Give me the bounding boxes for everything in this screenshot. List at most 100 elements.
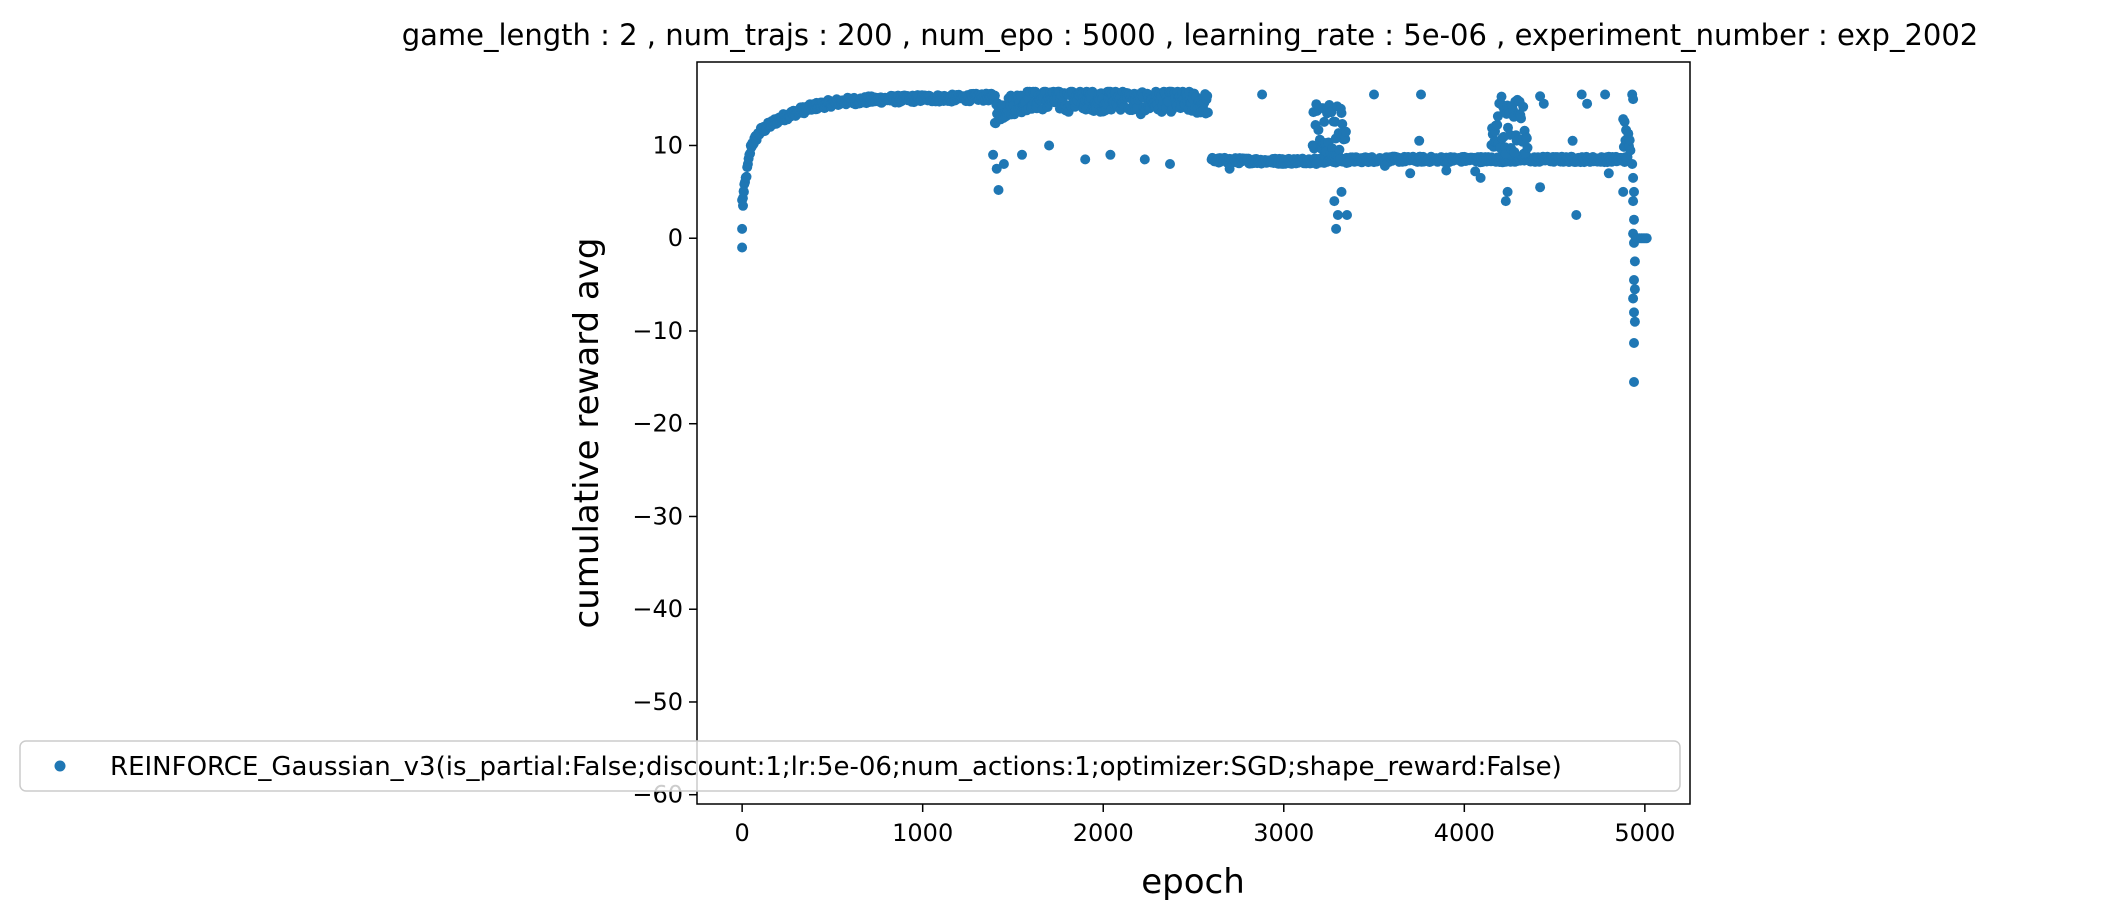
data-point — [1139, 154, 1150, 165]
data-point — [1518, 101, 1529, 112]
data-point — [1628, 94, 1639, 105]
data-point — [1567, 135, 1578, 146]
data-point — [1509, 147, 1520, 158]
data-point — [1441, 165, 1452, 176]
data-point — [1502, 186, 1513, 197]
data-point — [1369, 89, 1379, 100]
legend-label: REINFORCE_Gaussian_v3(is_partial:False;d… — [110, 752, 1562, 782]
data-point — [1618, 186, 1629, 197]
data-point — [1224, 163, 1235, 174]
data-point — [1629, 275, 1639, 285]
legend-box — [19, 740, 1681, 792]
data-point — [991, 163, 1002, 174]
data-point — [1313, 125, 1324, 135]
data-point — [1627, 159, 1638, 169]
data-point — [1625, 145, 1636, 156]
x-tick-label: 2000 — [1073, 819, 1134, 847]
data-point — [1080, 154, 1091, 165]
data-point — [1641, 233, 1652, 244]
x-tick-label: 1000 — [892, 819, 953, 847]
data-point — [1516, 113, 1526, 124]
data-point — [1521, 133, 1532, 144]
data-point — [738, 200, 748, 211]
data-point — [1629, 284, 1640, 295]
data-point — [1629, 377, 1639, 387]
data-point — [1628, 196, 1639, 207]
data-point — [1414, 135, 1425, 146]
plot-area-frame — [696, 61, 1691, 805]
data-point — [1329, 196, 1340, 207]
data-point — [737, 223, 748, 234]
x-axis-label: epoch — [1141, 862, 1245, 902]
data-point — [998, 159, 1009, 169]
data-point — [1535, 182, 1546, 193]
data-point — [1336, 186, 1347, 197]
legend: REINFORCE_Gaussian_v3(is_partial:False;d… — [19, 740, 1681, 792]
y-tick-label: 10 — [652, 131, 683, 159]
data-point — [988, 149, 999, 160]
x-tick-label: 3000 — [1253, 819, 1314, 847]
data-point — [1416, 89, 1426, 100]
data-point — [1600, 89, 1611, 100]
data-point — [738, 186, 749, 197]
data-point — [1340, 126, 1351, 137]
data-point — [1629, 186, 1639, 197]
data-point — [1603, 168, 1614, 179]
data-point — [1342, 210, 1352, 220]
y-tick-label: −50 — [632, 688, 683, 716]
data-point — [993, 185, 1004, 195]
scatter-points — [737, 86, 1652, 387]
x-tick-label: 4000 — [1434, 819, 1495, 847]
data-point — [1202, 107, 1213, 118]
data-point — [1319, 116, 1330, 127]
data-point — [1165, 159, 1175, 169]
data-point — [1582, 98, 1593, 109]
data-point — [1535, 91, 1546, 102]
data-point — [1332, 210, 1343, 220]
y-tick-label: −20 — [632, 410, 683, 438]
data-point — [1500, 196, 1511, 207]
data-point — [1538, 98, 1549, 109]
data-point — [1628, 172, 1639, 183]
data-point — [1629, 307, 1639, 318]
y-tick-label: 0 — [668, 224, 683, 252]
data-point — [1405, 168, 1416, 179]
y-tick-label: −40 — [632, 595, 683, 623]
data-point — [1105, 149, 1116, 160]
data-point — [989, 90, 1000, 101]
chart-title: game_length : 2 , num_trajs : 200 , num_… — [402, 18, 1979, 52]
data-point — [1629, 214, 1639, 225]
data-point — [1202, 90, 1213, 101]
y-tick-label: −10 — [632, 317, 683, 345]
data-point — [1017, 149, 1027, 160]
y-tick-label: −30 — [632, 502, 683, 530]
data-point — [1331, 223, 1342, 234]
x-axis: 0 1000 2000 3000 4000 5000 — [734, 804, 1675, 847]
data-point — [1311, 159, 1322, 169]
data-point — [737, 242, 748, 253]
data-point — [1336, 108, 1347, 118]
data-point — [1619, 116, 1630, 127]
data-point — [1044, 140, 1055, 151]
data-point — [1340, 134, 1351, 144]
x-tick-label: 0 — [734, 819, 749, 847]
data-point — [1337, 119, 1348, 129]
data-point — [1629, 316, 1640, 327]
data-point — [1576, 89, 1587, 100]
data-point — [741, 171, 752, 182]
data-point — [1522, 142, 1533, 153]
data-point — [1629, 338, 1639, 348]
data-point — [1379, 160, 1390, 171]
data-point — [1629, 256, 1640, 267]
y-axis-label: cumulative reward avg — [567, 238, 607, 629]
data-point — [1341, 158, 1352, 168]
data-point — [1628, 293, 1639, 304]
x-tick-label: 5000 — [1614, 819, 1675, 847]
data-point — [1496, 91, 1507, 102]
legend-marker — [54, 760, 66, 772]
data-point — [1624, 135, 1635, 146]
data-point — [1475, 172, 1486, 183]
data-point — [1571, 210, 1582, 220]
